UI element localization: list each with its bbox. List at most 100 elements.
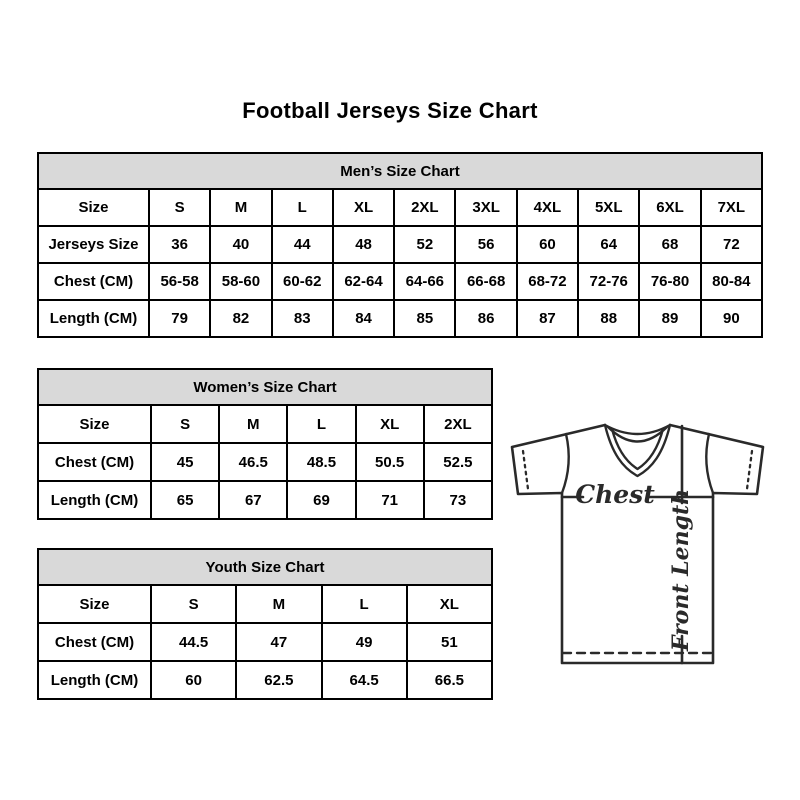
cell: 62.5 — [235, 660, 323, 700]
cell: 87 — [515, 299, 580, 338]
cell: 44 — [270, 225, 334, 264]
cell: XL — [405, 584, 494, 624]
cell: 6XL — [638, 188, 702, 227]
cell: 60 — [149, 660, 238, 700]
cell: 69 — [286, 480, 357, 520]
cell: 62-64 — [331, 262, 396, 301]
cell: 89 — [638, 299, 702, 338]
cell: 66.5 — [405, 660, 494, 700]
table-header-row: Women’s Size Chart — [37, 368, 493, 406]
cell: 36 — [147, 225, 212, 264]
cell: 71 — [354, 480, 425, 520]
cell: 66-68 — [454, 262, 518, 301]
cell: 7XL — [699, 188, 764, 227]
cell: 52.5 — [422, 442, 494, 482]
chest-label: Chest — [575, 480, 655, 509]
cell: 85 — [393, 299, 457, 338]
cell: XL — [331, 188, 396, 227]
front-length-label: Front Length — [668, 489, 694, 652]
cell: 60 — [515, 225, 580, 264]
vneck-inner — [610, 427, 665, 471]
cell: 72-76 — [577, 262, 641, 301]
armhole-right — [705, 432, 715, 495]
cell: 82 — [209, 299, 273, 338]
cell: S — [149, 584, 238, 624]
cell: 47 — [235, 622, 323, 662]
vneck-outer — [603, 423, 672, 478]
cell: 60-62 — [270, 262, 334, 301]
cell: 3XL — [454, 188, 518, 227]
youth-size-chart-table: Youth Size Chart Size S M L XL Chest (CM… — [37, 548, 494, 700]
table-row: Length (CM) 60 62.5 64.5 66.5 — [37, 660, 494, 700]
table-row: Chest (CM) 45 46.5 48.5 50.5 52.5 — [37, 442, 494, 482]
row-label: Length (CM) — [37, 480, 152, 520]
youth-table-title: Youth Size Chart — [37, 548, 493, 586]
cell: 86 — [454, 299, 518, 338]
cell: S — [147, 188, 212, 227]
womens-table-title: Women’s Size Chart — [37, 368, 493, 406]
cell: 88 — [577, 299, 641, 338]
table-header-row: Youth Size Chart — [37, 548, 493, 586]
table-row: Chest (CM) 44.5 47 49 51 — [37, 622, 494, 662]
mens-size-chart-table: Men’s Size Chart Size S M L XL 2XL 3XL 4… — [37, 152, 764, 338]
cell: 52 — [393, 225, 457, 264]
cell: 4XL — [515, 188, 580, 227]
table-header-row: Men’s Size Chart — [37, 152, 763, 190]
row-label: Chest (CM) — [37, 622, 152, 662]
cell: 58-60 — [209, 262, 273, 301]
cell: 46.5 — [218, 442, 289, 482]
cell: 44.5 — [149, 622, 238, 662]
cell: 5XL — [577, 188, 641, 227]
cuff-dash-right — [745, 449, 754, 491]
row-label: Jerseys Size — [37, 225, 150, 264]
cell: 56-58 — [147, 262, 212, 301]
page-title: Football Jerseys Size Chart — [242, 98, 538, 123]
cell: L — [286, 404, 357, 444]
row-label: Chest (CM) — [37, 442, 152, 482]
cell: 2XL — [393, 188, 457, 227]
cell: 73 — [422, 480, 494, 520]
cell: 50.5 — [354, 442, 425, 482]
table-row: Size S M L XL — [37, 584, 494, 624]
table-row: Chest (CM) 56-58 58-60 60-62 62-64 64-66… — [37, 262, 764, 301]
table-row: Size S M L XL 2XL — [37, 404, 494, 444]
cell: 64.5 — [320, 660, 408, 700]
cell: 64 — [577, 225, 641, 264]
cell: M — [209, 188, 273, 227]
cell: 48 — [331, 225, 396, 264]
cell: 51 — [405, 622, 494, 662]
cell: 76-80 — [638, 262, 702, 301]
jersey-measurement-diagram: Chest Front Length — [510, 423, 765, 665]
cell: 2XL — [422, 404, 494, 444]
cell: 68 — [638, 225, 702, 264]
row-label: Size — [37, 188, 150, 227]
mens-table-title: Men’s Size Chart — [37, 152, 763, 190]
jersey-outline — [510, 423, 765, 665]
cell: 80-84 — [699, 262, 764, 301]
cell: 90 — [699, 299, 764, 338]
cell: 84 — [331, 299, 396, 338]
collar-arc-outer — [603, 423, 672, 436]
cell: 67 — [218, 480, 289, 520]
cell: 65 — [149, 480, 221, 520]
cell: 40 — [209, 225, 273, 264]
row-label: Length (CM) — [37, 299, 150, 338]
table-row: Length (CM) 65 67 69 71 73 — [37, 480, 494, 520]
womens-size-chart-table: Women’s Size Chart Size S M L XL 2XL Che… — [37, 368, 494, 520]
cell: 56 — [454, 225, 518, 264]
row-label: Chest (CM) — [37, 262, 150, 301]
cell: XL — [354, 404, 425, 444]
cell: 83 — [270, 299, 334, 338]
table-row: Size S M L XL 2XL 3XL 4XL 5XL 6XL 7XL — [37, 188, 764, 227]
cell: 48.5 — [286, 442, 357, 482]
armhole-left — [560, 432, 570, 495]
cell: 72 — [699, 225, 764, 264]
cell: 68-72 — [515, 262, 580, 301]
cell: L — [320, 584, 408, 624]
cell: M — [218, 404, 289, 444]
cell: S — [149, 404, 221, 444]
cell: L — [270, 188, 334, 227]
row-label: Length (CM) — [37, 660, 152, 700]
row-label: Size — [37, 404, 152, 444]
table-row: Jerseys Size 36 40 44 48 52 56 60 64 68 … — [37, 225, 764, 264]
